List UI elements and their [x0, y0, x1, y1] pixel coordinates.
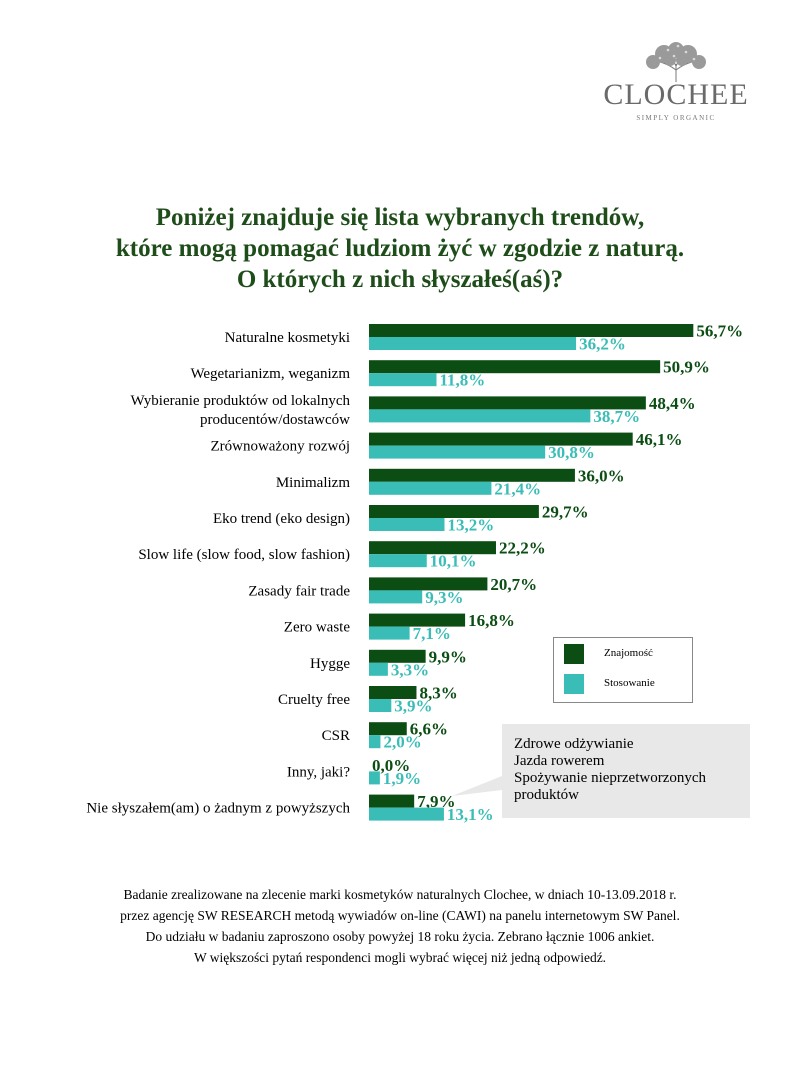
data-label-znajomosc-wegetarianizm-weganizm: 50,9% [663, 358, 710, 377]
footnote-line: Do udziału w badaniu zaproszono osoby po… [40, 926, 760, 947]
callout-line: Spożywanie nieprzetworzonych [514, 770, 746, 787]
category-label-slow-life-slow-food-slow-fashion: Slow life (slow food, slow fashion) [138, 547, 350, 563]
footnote: Badanie zrealizowane na zlecenie marki k… [40, 884, 760, 968]
legend-label-stosowanie: Stosowanie [604, 677, 655, 689]
bar-znajomosc-naturalne-kosmetyki [369, 324, 693, 337]
data-label-stosowanie-inny-jaki: 1,9% [383, 769, 421, 788]
bar-stosowanie-zasady-fair-trade [369, 590, 422, 603]
brand-name: CLOCHEE [596, 78, 756, 112]
bar-znajomosc-nie-s-ysza-em-am-o-zadnym-z-powyzszych [369, 795, 414, 808]
data-label-stosowanie-minimalizm: 21,4% [494, 479, 541, 498]
bar-stosowanie-minimalizm [369, 482, 491, 495]
data-label-znajomosc-naturalne-kosmetyki: 56,7% [696, 322, 743, 341]
bar-znajomosc-wegetarianizm-weganizm [369, 360, 660, 373]
callout-line: Zdrowe odżywianie [514, 736, 746, 753]
chart-title: Poniżej znajduje się lista wybranych tre… [60, 202, 740, 295]
category-label-nie-s-ysza-em-am-o-zadnym-z-powyzszych: Nie słyszałem(am) o żadnym z powyższych [86, 801, 350, 817]
data-label-stosowanie-zasady-fair-trade: 9,3% [425, 588, 463, 607]
bar-stosowanie-cruelty-free [369, 699, 391, 712]
data-label-stosowanie-eko-trend-eko-design: 13,2% [448, 516, 495, 535]
bar-stosowanie-wegetarianizm-weganizm [369, 373, 436, 386]
data-label-znajomosc-zrownowazony-rozwoj: 46,1% [636, 430, 683, 449]
title-line: Poniżej znajduje się lista wybranych tre… [60, 202, 740, 233]
bar-stosowanie-naturalne-kosmetyki [369, 337, 576, 350]
data-label-stosowanie-wybieranie-produktow-od-lokalnych-producentow-dostawcow: 38,7% [593, 407, 640, 426]
category-label-minimalizm: Minimalizm [276, 475, 350, 491]
bar-stosowanie-wybieranie-produktow-od-lokalnych-producentow-dostawcow [369, 409, 590, 422]
footnote-line: W większości pytań respondenci mogli wyb… [40, 947, 760, 968]
category-label-zasady-fair-trade: Zasady fair trade [248, 583, 350, 599]
category-label-wegetarianizm-weganizm: Wegetarianizm, weganizm [190, 366, 350, 382]
data-label-znajomosc-zasady-fair-trade: 20,7% [490, 575, 537, 594]
data-label-stosowanie-zrownowazony-rozwoj: 30,8% [548, 443, 595, 462]
bar-stosowanie-eko-trend-eko-design [369, 518, 445, 531]
callout-text: Zdrowe odżywianie Jazda rowerem Spożywan… [514, 736, 746, 804]
bar-stosowanie-hygge [369, 663, 388, 676]
bar-stosowanie-inny-jaki [369, 771, 380, 784]
category-label-wybieranie-produktow-od-lokalnych-producentow-dostawcow: Wybieranie produktów od lokalnych [131, 393, 351, 409]
data-label-stosowanie-zero-waste: 7,1% [413, 624, 451, 643]
category-label-naturalne-kosmetyki: Naturalne kosmetyki [225, 330, 350, 346]
chart-legend: Znajomość Stosowanie [553, 637, 693, 703]
bar-stosowanie-zero-waste [369, 627, 410, 640]
data-label-znajomosc-wybieranie-produktow-od-lokalnych-producentow-dostawcow: 48,4% [649, 394, 696, 413]
callout-line: Jazda rowerem [514, 753, 746, 770]
bar-stosowanie-csr [369, 735, 380, 748]
category-label-hygge: Hygge [310, 656, 350, 672]
bar-stosowanie-zrownowazony-rozwoj [369, 446, 545, 459]
bar-stosowanie-nie-s-ysza-em-am-o-zadnym-z-powyzszych [369, 808, 444, 821]
footnote-line: przez agencję SW RESEARCH metodą wywiadó… [40, 905, 760, 926]
category-label-wybieranie-produktow-od-lokalnych-producentow-dostawcow: producentów/dostawców [200, 412, 350, 428]
data-label-znajomosc-zero-waste: 16,8% [468, 611, 515, 630]
category-label-zrownowazony-rozwoj: Zrównoważony rozwój [210, 439, 350, 455]
data-label-znajomosc-slow-life-slow-food-slow-fashion: 22,2% [499, 539, 546, 558]
data-label-stosowanie-cruelty-free: 3,9% [394, 697, 432, 716]
brand-tagline: SIMPLY ORGANIC [596, 114, 756, 122]
callout-line: produktów [514, 787, 746, 804]
brand-logo: CLOCHEE SIMPLY ORGANIC [596, 40, 756, 120]
category-label-cruelty-free: Cruelty free [278, 692, 350, 708]
category-label-inny-jaki: Inny, jaki? [287, 764, 351, 780]
data-label-stosowanie-slow-life-slow-food-slow-fashion: 10,1% [430, 552, 477, 571]
footnote-line: Badanie zrealizowane na zlecenie marki k… [40, 884, 760, 905]
title-line: O których z nich słyszałeś(aś)? [60, 264, 740, 295]
tree-icon [638, 40, 714, 82]
legend-label-znajomosc: Znajomość [604, 647, 653, 659]
data-label-stosowanie-naturalne-kosmetyki: 36,2% [579, 335, 626, 354]
callout-box: Zdrowe odżywianie Jazda rowerem Spożywan… [452, 724, 752, 820]
category-label-csr: CSR [322, 728, 350, 744]
category-label-eko-trend-eko-design: Eko trend (eko design) [213, 511, 350, 527]
data-label-znajomosc-minimalizm: 36,0% [578, 466, 625, 485]
data-label-stosowanie-hygge: 3,3% [391, 660, 429, 679]
bar-stosowanie-slow-life-slow-food-slow-fashion [369, 554, 427, 567]
legend-swatch-znajomosc [564, 644, 584, 664]
data-label-stosowanie-csr: 2,0% [383, 733, 421, 752]
bar-znajomosc-minimalizm [369, 469, 575, 482]
category-label-zero-waste: Zero waste [284, 620, 351, 636]
data-label-znajomosc-hygge: 9,9% [429, 647, 467, 666]
title-line: które mogą pomagać ludziom żyć w zgodzie… [60, 233, 740, 264]
data-label-znajomosc-eko-trend-eko-design: 29,7% [542, 503, 589, 522]
legend-swatch-stosowanie [564, 674, 584, 694]
data-label-stosowanie-wegetarianizm-weganizm: 11,8% [439, 371, 485, 390]
